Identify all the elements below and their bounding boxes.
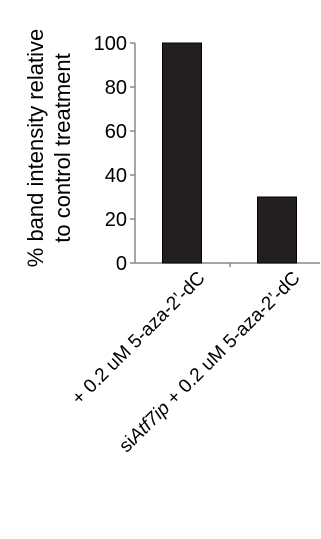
y-tick-label-40: 40 xyxy=(105,165,127,187)
y-tick-label-0: 0 xyxy=(116,253,127,275)
bar-2 xyxy=(257,196,297,264)
y-tick-label-20: 20 xyxy=(105,209,127,231)
y-tick-label-100: 100 xyxy=(94,33,127,55)
y-tick-label-60: 60 xyxy=(105,121,127,143)
category-label-2: siAtf7ip + 0.2 uM 5-aza-2’-dC xyxy=(115,268,304,457)
y-axis-label-line2: to control treatment xyxy=(50,53,75,243)
bar-1 xyxy=(162,42,202,264)
y-axis-label-line1: % band intensity relative xyxy=(23,29,48,267)
y-tick-label-80: 80 xyxy=(105,77,127,99)
